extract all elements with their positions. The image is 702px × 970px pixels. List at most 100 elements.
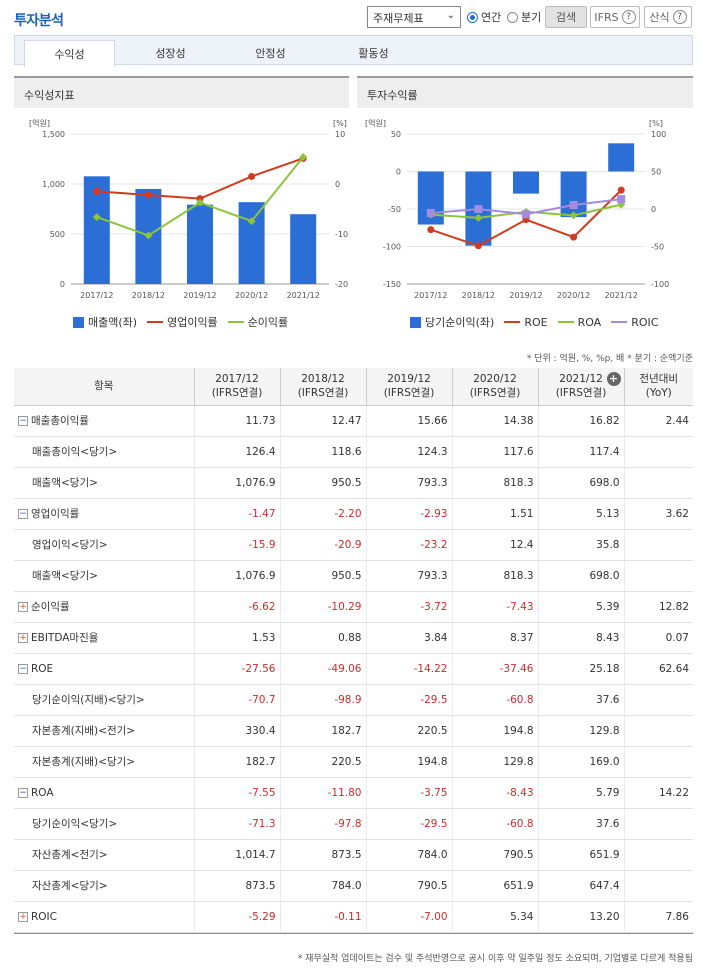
tab-profitability[interactable]: 수익성 (24, 40, 115, 67)
legend-entry[interactable]: 영업이익률 (147, 314, 218, 330)
table-cell: -70.7 (193, 684, 280, 716)
line-swatch-icon (611, 321, 628, 323)
legend-entry[interactable]: 매출액(좌) (73, 314, 137, 330)
x-tick-label: 2017/12 (414, 291, 447, 300)
table-cell: 124.3 (365, 436, 452, 468)
data-point (569, 211, 578, 220)
table-cell: 950.5 (279, 467, 366, 499)
data-point (474, 242, 482, 250)
left-tick-label: -50 (388, 205, 401, 214)
table-cell: 1.53 (193, 622, 280, 654)
table-cell: 5.79 (537, 777, 624, 809)
table-cell: 14.38 (451, 405, 538, 437)
right-tick-label: 10 (335, 130, 345, 139)
row-label[interactable]: + ROIC (14, 901, 194, 933)
legend-entry[interactable]: ROE (504, 316, 548, 329)
table-cell: 129.8 (451, 746, 538, 778)
table-row: − ROE -27.56 -49.06 -14.22 -37.46 25.18 62.64 (14, 653, 693, 685)
ifrs-help-button[interactable]: IFRS ? (590, 6, 640, 28)
table-cell: 14.22 (623, 777, 693, 809)
table-cell: 950.5 (279, 560, 366, 592)
row-label[interactable]: − ROA (14, 777, 194, 809)
tab-activity[interactable]: 활동성 (358, 47, 389, 60)
expand-plus-icon[interactable]: + (606, 372, 621, 386)
tab-stability[interactable]: 안정성 (255, 47, 286, 60)
table-cell: -37.46 (451, 653, 538, 685)
collapse-icon[interactable]: − (18, 787, 28, 798)
collapse-icon[interactable]: − (18, 663, 28, 674)
data-point (299, 153, 308, 162)
tab-growth[interactable]: 성장성 (155, 47, 186, 60)
table-row: + 순이익률 -6.62 -10.29 -3.72 -7.43 5.39 12.82 (14, 591, 693, 623)
x-tick-label: 2021/12 (605, 291, 638, 300)
row-label[interactable]: + 순이익률 (14, 591, 194, 623)
table-cell: 330.4 (193, 715, 280, 747)
header-text: 2021/12 (559, 373, 603, 386)
search-button[interactable]: 검색 (545, 6, 587, 28)
table-cell: 126.4 (193, 436, 280, 468)
radio-annual[interactable]: 연간 (467, 9, 501, 25)
statement-select[interactable]: 주재무제표 ⌄ (367, 6, 461, 28)
row-label[interactable]: + EBITDA마진율 (14, 622, 194, 654)
right-axis-unit: [%] (649, 119, 663, 128)
right-tick-label: 50 (651, 168, 661, 177)
row-label-text: 매출총이익<당기> (32, 446, 118, 458)
formula-help-button[interactable]: 산식 ? (644, 6, 692, 28)
column-header: 2020/12 (IFRS연결) (451, 368, 538, 406)
data-point (570, 233, 578, 241)
table-cell: -1.47 (193, 498, 280, 530)
data-point (474, 213, 483, 222)
table-cell: 1.51 (451, 498, 538, 530)
row-label[interactable]: − 매출총이익률 (14, 405, 194, 437)
header-text: (YoY) (645, 387, 672, 400)
table-cell: -0.11 (279, 901, 366, 933)
table-cell: 0.88 (279, 622, 366, 654)
table-cell: -3.72 (365, 591, 452, 623)
collapse-icon[interactable]: − (18, 509, 28, 519)
legend-entry[interactable]: ROIC (611, 316, 658, 329)
collapse-icon[interactable]: − (18, 416, 28, 426)
ifrs-label: IFRS (594, 10, 619, 24)
table-cell: -49.06 (279, 653, 366, 685)
series-line (96, 157, 304, 200)
table-cell: 5.39 (537, 591, 624, 623)
data-point (426, 208, 435, 217)
table-row: 자산총계<당기> 873.5 784.0 790.5 651.9 647.4 (14, 870, 693, 902)
table-row: 당기순이익(지배)<당기> -70.7 -98.9 -29.5 -60.8 37.6 (14, 684, 693, 716)
table-cell (623, 467, 693, 499)
row-label-text: ROIC (31, 910, 57, 923)
row-label[interactable]: − ROE (14, 653, 194, 685)
column-header: 전년대비 (YoY) (623, 368, 693, 406)
table-cell: 1,014.7 (193, 839, 280, 871)
legend-entry[interactable]: 순이익률 (227, 314, 288, 330)
table-row: − 매출총이익률 11.73 12.47 15.66 14.38 16.82 2.44 (14, 405, 693, 437)
data-point (617, 195, 626, 204)
table-cell: 5.13 (537, 498, 624, 530)
table-cell: -29.5 (365, 684, 452, 716)
row-label[interactable]: − 영업이익률 (14, 498, 194, 530)
table-row: + ROIC -5.29 -0.11 -7.00 5.34 13.20 7.86 (14, 901, 693, 933)
row-label-text: 매출액<당기> (32, 570, 98, 582)
expand-icon[interactable]: + (18, 911, 28, 922)
legend-entry[interactable]: ROA (557, 316, 601, 329)
table-cell (623, 436, 693, 468)
bar (560, 171, 587, 218)
table-cell: -8.43 (451, 777, 538, 809)
x-tick-label: 2018/12 (132, 291, 165, 300)
profitability-chart: [억원] [%] 1,500 1,000 500 0 10 0 -10 -20 2017/12 201… (29, 118, 348, 300)
unit-note: * 단위 : 억원, %, %p, 배 * 분기 : 순액기준 (526, 354, 693, 364)
legend-label: 매출액(좌) (88, 316, 138, 329)
x-tick-label: 2017/12 (80, 291, 113, 300)
expand-icon[interactable]: + (18, 633, 28, 643)
table-row: 매출액<당기> 1,076.9 950.5 793.3 818.3 698.0 (14, 560, 693, 592)
expand-icon[interactable]: + (18, 602, 28, 612)
right-axis-unit: [%] (333, 119, 347, 128)
table-cell: 118.6 (279, 436, 366, 468)
legend-label: 당기순이익(좌) (425, 316, 495, 329)
header-text: 2018/12 (301, 373, 345, 386)
legend-entry[interactable]: 당기순이익(좌) (410, 314, 494, 330)
table-cell: 790.5 (365, 870, 452, 902)
radio-quarter[interactable]: 분기 (507, 9, 541, 25)
column-header: 2019/12 (IFRS연결) (365, 368, 452, 406)
row-label: 자본총계(지배)<당기> (14, 746, 194, 778)
